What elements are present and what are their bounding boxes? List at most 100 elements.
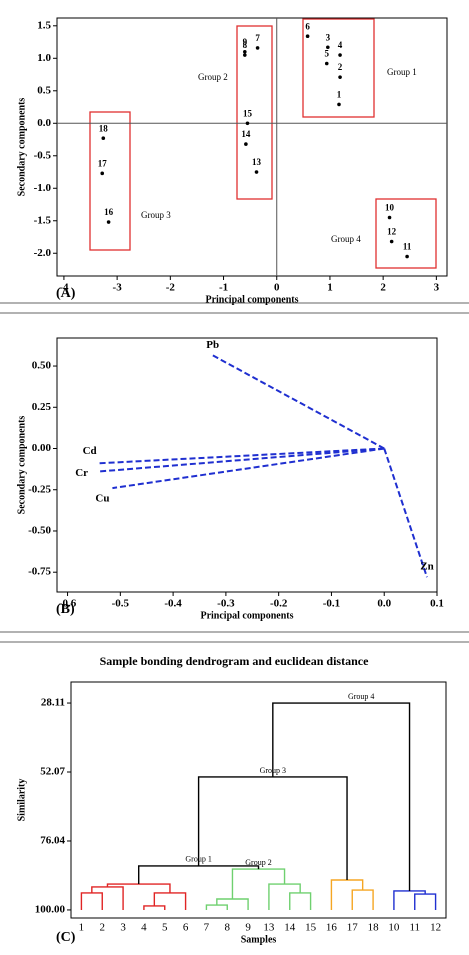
y-tick-label: 100.00 bbox=[35, 903, 66, 915]
x-tick-label: -1 bbox=[219, 282, 228, 294]
point bbox=[389, 239, 394, 244]
y-tick-label: -1.5 bbox=[34, 214, 52, 226]
x-tick-label: -0.1 bbox=[323, 598, 340, 610]
x-axis-label: Principal components bbox=[200, 610, 293, 621]
group-box bbox=[89, 111, 131, 251]
dendrogram-link bbox=[143, 905, 166, 910]
panel-label: (A) bbox=[56, 286, 76, 301]
x-tick-label: 3 bbox=[120, 922, 126, 934]
dendrogram-link bbox=[197, 776, 348, 881]
dendrogram-link bbox=[351, 889, 374, 910]
vector-label: Cu bbox=[95, 493, 109, 505]
loading-vector bbox=[97, 447, 385, 473]
plot-frame bbox=[56, 337, 438, 593]
dendrogram-link bbox=[106, 883, 171, 893]
x-tick-label: 2 bbox=[380, 282, 386, 294]
x-tick-label: 4 bbox=[141, 922, 147, 934]
x-tick-label: 0.1 bbox=[430, 598, 444, 610]
x-tick-label: 17 bbox=[347, 922, 359, 934]
x-tick-label: -0.2 bbox=[270, 598, 288, 610]
x-tick-label: 6 bbox=[183, 922, 189, 934]
point bbox=[243, 49, 247, 54]
vector-label: Cd bbox=[83, 445, 97, 457]
dendrogram-link bbox=[80, 892, 103, 910]
x-tick-label: 5 bbox=[162, 922, 168, 934]
group-box bbox=[236, 25, 273, 200]
y-tick-label: 76.04 bbox=[40, 835, 65, 847]
x-tick-label: 0 bbox=[274, 282, 280, 294]
x-tick-label: 2 bbox=[100, 922, 106, 934]
group-label: Group 1 bbox=[387, 67, 417, 77]
point-label: 6 bbox=[305, 21, 310, 31]
y-tick-label: -0.75 bbox=[28, 566, 51, 578]
y-tick-label: -0.5 bbox=[34, 149, 52, 161]
point bbox=[387, 215, 392, 220]
point-label: 18 bbox=[99, 123, 109, 133]
x-tick-label: 9 bbox=[245, 922, 251, 934]
y-tick-label: 0.25 bbox=[32, 401, 52, 413]
y-tick-label: -1.0 bbox=[34, 182, 52, 194]
vector-label: Pb bbox=[206, 339, 219, 351]
x-tick-label: 7 bbox=[204, 922, 210, 934]
point bbox=[255, 46, 260, 50]
dendrogram-link bbox=[272, 702, 411, 891]
y-tick-label: 1.5 bbox=[37, 19, 51, 31]
group-box bbox=[375, 198, 437, 269]
plot-frame bbox=[70, 681, 447, 919]
y-tick-label: 1.0 bbox=[37, 52, 51, 64]
x-tick-label: 8 bbox=[225, 922, 231, 934]
y-tick-label: 52.07 bbox=[40, 766, 65, 778]
point-label: 3 bbox=[326, 32, 331, 42]
point-label: 12 bbox=[387, 227, 397, 237]
x-tick-label: 12 bbox=[430, 922, 441, 934]
point bbox=[244, 142, 248, 146]
point-label: 4 bbox=[338, 40, 343, 50]
y-tick-label: -2.0 bbox=[34, 247, 52, 259]
point-label: 8 bbox=[243, 40, 248, 50]
group-label: Group 2 bbox=[198, 72, 228, 82]
x-tick-label: -0.3 bbox=[217, 598, 235, 610]
x-tick-label: 14 bbox=[284, 922, 296, 934]
vector-label: Zn bbox=[420, 561, 433, 573]
x-tick-label: 16 bbox=[326, 922, 338, 934]
vector-label: Cr bbox=[75, 467, 88, 479]
loading-vector bbox=[97, 447, 385, 465]
point bbox=[100, 171, 105, 176]
x-tick-label: 15 bbox=[305, 922, 317, 934]
x-tick-label: 1 bbox=[327, 282, 333, 294]
chart-title: Sample bonding dendrogram and euclidean … bbox=[100, 654, 370, 668]
dendrogram-link bbox=[216, 898, 249, 910]
x-tick-label: 1 bbox=[79, 922, 85, 934]
dendrogram-link bbox=[330, 879, 364, 910]
point bbox=[245, 121, 250, 126]
point-label: 13 bbox=[252, 157, 262, 167]
point bbox=[338, 75, 342, 79]
point bbox=[243, 53, 247, 57]
point-label: 11 bbox=[403, 242, 412, 252]
x-tick-label: -4 bbox=[59, 282, 69, 294]
y-tick-label: 0.5 bbox=[37, 84, 51, 96]
x-tick-label: 18 bbox=[368, 922, 380, 934]
x-tick-label: -3 bbox=[113, 282, 123, 294]
dendrogram-link bbox=[289, 892, 312, 910]
group-label: Group 4 bbox=[331, 234, 361, 244]
point bbox=[254, 170, 259, 174]
point-label: 5 bbox=[325, 49, 330, 59]
point bbox=[405, 254, 409, 259]
point-label: 17 bbox=[98, 158, 108, 168]
group-label: Group 2 bbox=[245, 858, 271, 867]
point bbox=[337, 102, 341, 107]
point-label: 16 bbox=[104, 207, 114, 217]
y-tick-label: -0.25 bbox=[28, 483, 51, 495]
point-label: 1 bbox=[337, 89, 342, 99]
group-label: Group 3 bbox=[141, 210, 171, 220]
group-label: Group 4 bbox=[348, 692, 374, 701]
x-tick-label: 0.0 bbox=[377, 598, 391, 610]
x-tick-label: -0.6 bbox=[59, 598, 77, 610]
point bbox=[338, 53, 342, 57]
y-tick-label: 0.50 bbox=[32, 360, 52, 372]
x-tick-label: -2 bbox=[166, 282, 176, 294]
point-label: 10 bbox=[385, 203, 395, 213]
x-axis-label: Principal components bbox=[205, 294, 298, 305]
